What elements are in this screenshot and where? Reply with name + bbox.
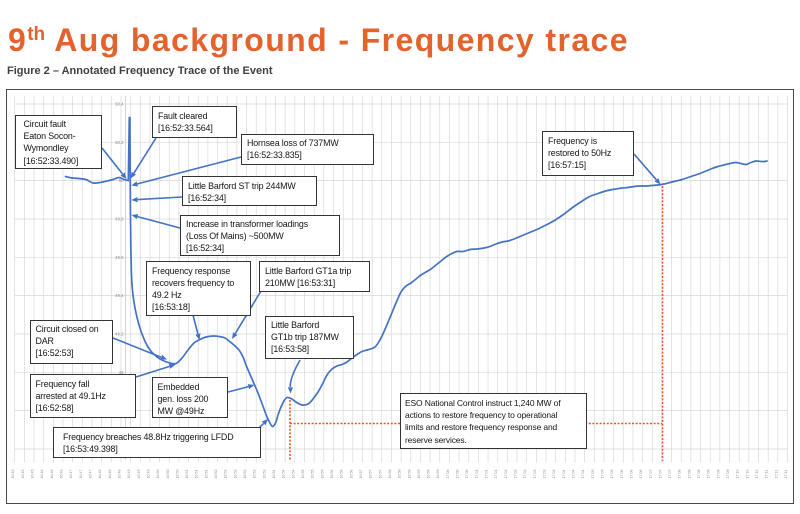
svg-text:16:46: 16:46 xyxy=(60,470,64,479)
svg-text:16:48: 16:48 xyxy=(98,470,102,479)
svg-text:16:59: 16:59 xyxy=(427,470,431,479)
svg-text:16:56: 16:56 xyxy=(340,470,344,479)
svg-text:16:50: 16:50 xyxy=(156,470,160,479)
svg-text:17:07: 17:07 xyxy=(668,470,672,479)
svg-text:16:53: 16:53 xyxy=(243,470,247,479)
svg-text:49.6: 49.6 xyxy=(115,255,124,260)
svg-text:16:59: 16:59 xyxy=(417,470,421,479)
svg-text:16:46: 16:46 xyxy=(50,470,54,479)
svg-text:16:51: 16:51 xyxy=(195,470,199,479)
svg-text:17:06: 17:06 xyxy=(639,470,643,479)
svg-text:17:08: 17:08 xyxy=(678,470,682,479)
svg-text:17:01: 17:01 xyxy=(475,470,479,479)
svg-text:50: 50 xyxy=(119,178,124,183)
svg-text:16:57: 16:57 xyxy=(369,470,373,479)
svg-text:17:02: 17:02 xyxy=(504,470,508,479)
svg-text:16:52: 16:52 xyxy=(233,470,237,479)
svg-text:16:56: 16:56 xyxy=(330,470,334,479)
svg-text:16:53: 16:53 xyxy=(262,470,266,479)
svg-text:16:46: 16:46 xyxy=(40,470,44,479)
svg-text:49.2: 49.2 xyxy=(115,331,124,336)
svg-text:17:06: 17:06 xyxy=(620,470,624,479)
svg-text:16:48: 16:48 xyxy=(108,470,112,479)
svg-text:16:47: 16:47 xyxy=(88,470,92,479)
svg-text:16:54: 16:54 xyxy=(282,470,286,479)
svg-text:17:00: 17:00 xyxy=(465,470,469,479)
svg-text:17:03: 17:03 xyxy=(533,470,537,479)
svg-text:16:54: 16:54 xyxy=(291,470,295,479)
svg-text:17:10: 17:10 xyxy=(755,470,759,479)
svg-text:16:51: 16:51 xyxy=(185,470,189,479)
svg-text:16:57: 16:57 xyxy=(359,470,363,479)
svg-text:17:07: 17:07 xyxy=(658,470,662,479)
svg-text:17:10: 17:10 xyxy=(745,470,749,479)
svg-text:17:07: 17:07 xyxy=(649,470,653,479)
svg-text:50.4: 50.4 xyxy=(115,102,124,107)
svg-text:17:09: 17:09 xyxy=(716,470,720,479)
svg-text:17:02: 17:02 xyxy=(514,470,518,479)
svg-text:16:45: 16:45 xyxy=(31,470,35,479)
svg-text:16:58: 16:58 xyxy=(398,470,402,479)
svg-text:16:55: 16:55 xyxy=(320,470,324,479)
svg-text:17:01: 17:01 xyxy=(494,470,498,479)
svg-text:16:52: 16:52 xyxy=(224,470,228,479)
svg-text:17:01: 17:01 xyxy=(485,470,489,479)
svg-text:17:04: 17:04 xyxy=(571,470,575,479)
svg-text:17:03: 17:03 xyxy=(543,470,547,479)
svg-text:16:47: 16:47 xyxy=(79,470,83,479)
svg-text:17:04: 17:04 xyxy=(581,470,585,479)
svg-text:17:03: 17:03 xyxy=(552,470,556,479)
svg-text:16:55: 16:55 xyxy=(311,470,315,479)
svg-text:17:05: 17:05 xyxy=(600,470,604,479)
svg-text:50.2: 50.2 xyxy=(115,140,124,145)
svg-text:49.4: 49.4 xyxy=(115,293,124,298)
svg-text:16:58: 16:58 xyxy=(407,470,411,479)
svg-text:16:54: 16:54 xyxy=(272,470,276,479)
svg-text:17:11: 17:11 xyxy=(784,470,788,479)
svg-text:16:50: 16:50 xyxy=(175,470,179,479)
svg-text:17:09: 17:09 xyxy=(707,470,711,479)
svg-text:16:49: 16:49 xyxy=(137,470,141,479)
svg-text:16:50: 16:50 xyxy=(166,470,170,479)
svg-text:17:06: 17:06 xyxy=(629,470,633,479)
svg-text:16:53: 16:53 xyxy=(253,470,257,479)
svg-text:17:02: 17:02 xyxy=(523,470,527,479)
svg-text:16:45: 16:45 xyxy=(21,470,25,479)
svg-text:17:08: 17:08 xyxy=(687,470,691,479)
svg-text:16:49: 16:49 xyxy=(127,470,131,479)
svg-text:17:09: 17:09 xyxy=(726,470,730,479)
svg-text:16:47: 16:47 xyxy=(69,470,73,479)
svg-text:17:00: 17:00 xyxy=(456,470,460,479)
svg-text:17:04: 17:04 xyxy=(562,470,566,479)
svg-text:16:45: 16:45 xyxy=(11,470,15,479)
svg-text:17:10: 17:10 xyxy=(736,470,740,479)
svg-text:17:00: 17:00 xyxy=(446,470,450,479)
svg-text:16:51: 16:51 xyxy=(204,470,208,479)
svg-text:17:08: 17:08 xyxy=(697,470,701,479)
svg-text:17:05: 17:05 xyxy=(610,470,614,479)
svg-text:16:56: 16:56 xyxy=(349,470,353,479)
svg-text:16:49: 16:49 xyxy=(146,470,150,479)
svg-text:49.8: 49.8 xyxy=(115,216,124,221)
svg-text:16:59: 16:59 xyxy=(436,470,440,479)
svg-text:16:55: 16:55 xyxy=(301,470,305,479)
svg-text:16:58: 16:58 xyxy=(388,470,392,479)
svg-text:17:11: 17:11 xyxy=(774,470,778,479)
svg-text:17:11: 17:11 xyxy=(765,470,769,479)
svg-text:17:05: 17:05 xyxy=(591,470,595,479)
svg-text:16:57: 16:57 xyxy=(378,470,382,479)
svg-text:49: 49 xyxy=(119,370,124,375)
svg-text:16:48: 16:48 xyxy=(117,470,121,479)
svg-text:16:52: 16:52 xyxy=(214,470,218,479)
